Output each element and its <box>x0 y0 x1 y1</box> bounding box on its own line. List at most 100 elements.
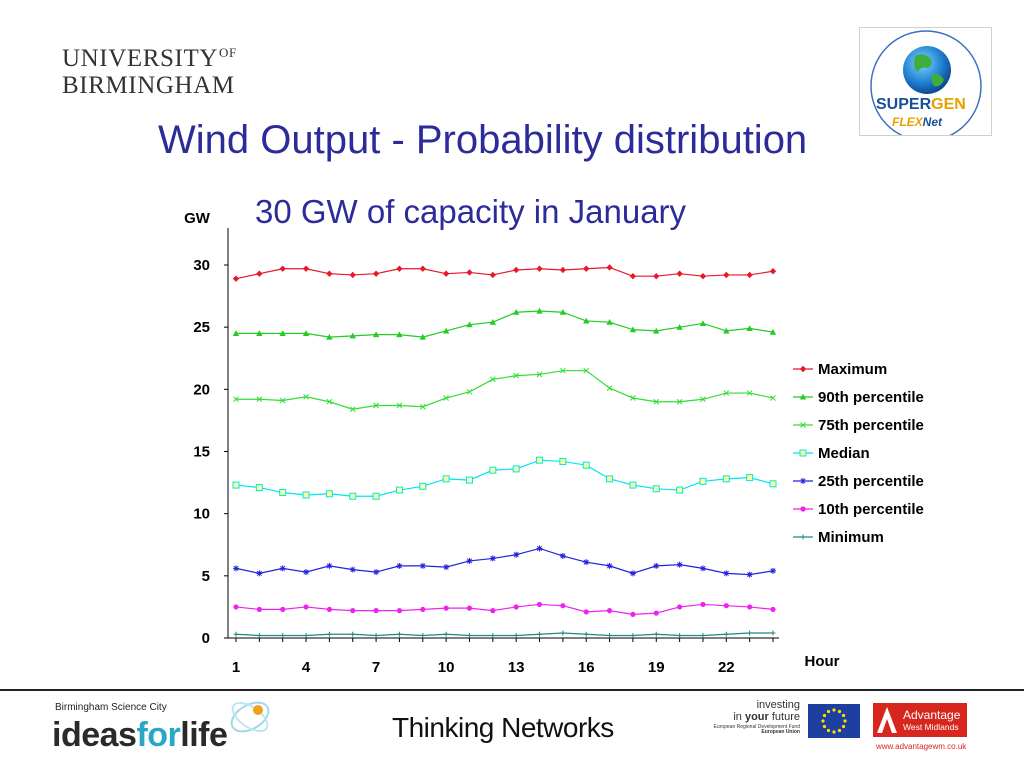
ideas-text: ideas <box>52 716 137 754</box>
series-line <box>236 310 774 338</box>
data-point <box>466 388 473 395</box>
series-line <box>236 370 774 410</box>
university-logo-line1: UNIVERSITY <box>62 45 218 72</box>
data-point <box>560 630 566 636</box>
data-point <box>326 606 332 613</box>
university-logo-line2: BIRMINGHAM <box>62 72 235 99</box>
y-tick-label: 5 <box>202 568 210 585</box>
x-tick-label: 7 <box>372 659 380 676</box>
data-point <box>583 265 590 272</box>
legend-marker <box>800 422 806 428</box>
data-point <box>256 396 263 403</box>
data-point <box>512 465 520 473</box>
data-point <box>700 601 706 608</box>
data-point <box>372 492 380 500</box>
legend-marker <box>799 365 807 373</box>
data-point <box>256 570 263 577</box>
data-point <box>349 332 356 339</box>
data-point <box>722 475 730 483</box>
data-point <box>396 631 402 637</box>
data-point <box>303 393 309 400</box>
data-point <box>233 631 239 637</box>
data-point <box>420 606 426 613</box>
data-point <box>396 402 403 409</box>
data-point <box>396 562 403 569</box>
data-point <box>279 265 286 272</box>
data-point <box>443 564 450 571</box>
data-point <box>630 633 636 639</box>
data-point <box>629 481 637 489</box>
data-point <box>606 385 613 391</box>
data-point <box>280 606 286 613</box>
data-point <box>559 266 567 274</box>
data-point <box>490 633 496 639</box>
data-point <box>443 395 449 401</box>
legend-marker <box>799 449 807 457</box>
data-point <box>396 265 403 272</box>
series-line <box>235 603 774 615</box>
orbit-swirl-icon <box>230 701 270 733</box>
west-midlands-text: West Midlands <box>903 722 959 732</box>
data-point <box>420 633 426 639</box>
data-point <box>770 606 776 613</box>
legend-label: Maximum <box>818 361 887 378</box>
data-point <box>489 271 497 279</box>
x-tick-label: 10 <box>438 659 455 676</box>
data-point <box>676 323 683 330</box>
data-point <box>466 321 473 328</box>
ideasforlife-logo: ideasforlife <box>52 716 228 755</box>
for-text: for <box>136 716 181 754</box>
data-point <box>279 397 286 404</box>
data-point <box>583 609 589 615</box>
y-tick-label: 0 <box>202 630 210 647</box>
data-point <box>723 390 730 396</box>
eu-star-icon <box>832 708 836 712</box>
data-point <box>279 330 286 336</box>
flexnet-flex: FLEX <box>892 115 923 129</box>
flexnet-net: Net <box>922 115 943 129</box>
legend-label: 25th percentile <box>818 473 924 490</box>
data-point <box>583 367 590 374</box>
eu-flag-icon <box>808 704 860 738</box>
slide-title: Wind Output - Probability distribution <box>158 118 808 162</box>
legend-label: Minimum <box>818 529 884 546</box>
data-point <box>443 605 449 611</box>
data-point <box>536 307 543 314</box>
eu-star-icon <box>822 724 827 729</box>
data-point <box>232 330 240 336</box>
data-point <box>630 611 636 617</box>
data-point <box>279 565 286 572</box>
data-point <box>419 403 426 410</box>
line-chart: 0 5 10 15 20 25 30 1 4 7 10 13 16 19 22 GW Hour Maximum 90… <box>184 210 924 676</box>
data-point <box>396 331 403 338</box>
data-point <box>537 631 543 637</box>
data-point <box>232 481 240 489</box>
data-point <box>700 396 706 403</box>
advantage-text: Advantage <box>903 708 961 722</box>
data-point <box>419 265 426 272</box>
data-point <box>256 633 262 639</box>
eu-text: European Union <box>761 729 800 736</box>
data-point <box>770 395 776 401</box>
y-tick-label: 25 <box>193 319 210 336</box>
data-point <box>443 631 449 637</box>
data-point <box>512 266 520 274</box>
data-point <box>536 545 543 552</box>
thinking-networks-logo: Thinking Networks <box>392 712 614 743</box>
data-point <box>536 456 544 464</box>
university-logo-of: OF <box>219 45 237 60</box>
data-point <box>559 552 566 559</box>
supergen-wordmark: SUPERGEN <box>876 96 966 114</box>
data-point <box>653 272 660 280</box>
data-point <box>233 565 239 572</box>
data-point <box>513 551 520 558</box>
supergen-gen: GEN <box>931 96 966 113</box>
globe-icon <box>870 30 982 135</box>
data-point <box>303 633 309 639</box>
data-point <box>607 633 613 639</box>
y-tick-label: 20 <box>193 381 210 398</box>
legend-label: Median <box>818 445 870 462</box>
data-point <box>280 633 286 639</box>
data-point <box>723 631 729 637</box>
data-point <box>303 604 309 610</box>
